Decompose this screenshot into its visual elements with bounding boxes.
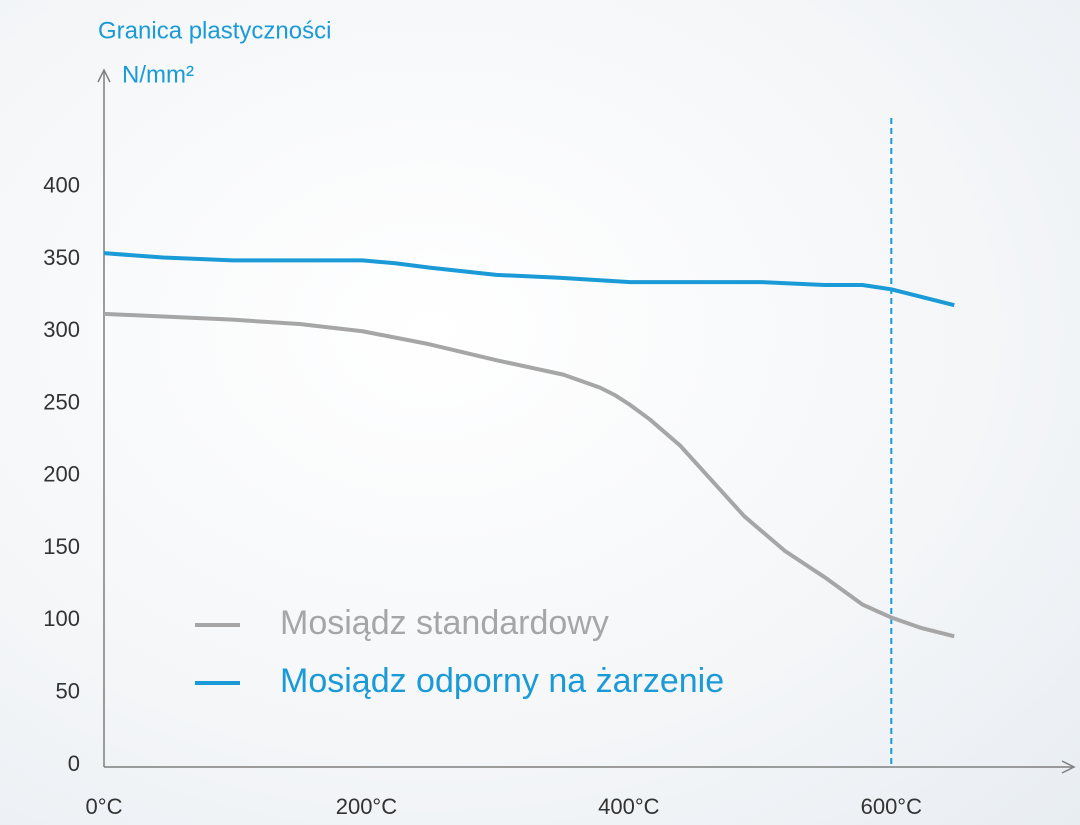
legend-label: Mosiądz standardowy — [280, 604, 609, 642]
y-tick-label: 150 — [43, 534, 80, 559]
y-tick-label: 350 — [43, 245, 80, 270]
y-tick-label: 300 — [43, 317, 80, 342]
y-tick-label: 0 — [68, 751, 80, 776]
data-line — [103, 251, 955, 308]
y-tick-label: 100 — [43, 606, 80, 631]
x-tick-label: 0°C — [86, 794, 123, 819]
x-tick-label: 600°C — [861, 794, 923, 819]
y-axis-arrow — [97, 68, 111, 83]
y-tick-label: 50 — [56, 679, 80, 704]
y-axis-label: Granica plastyczności — [98, 17, 331, 44]
legend-label: Mosiądz odporny na żarzenie — [280, 662, 724, 700]
x-tick-label: 200°C — [336, 794, 398, 819]
x-axis-arrow — [1061, 760, 1076, 774]
y-tick-label: 200 — [43, 462, 80, 487]
y-tick-label: 250 — [43, 389, 80, 414]
x-tick-label: 400°C — [598, 794, 660, 819]
y-axis-unit: N/mm² — [122, 61, 194, 88]
data-line — [103, 311, 955, 639]
y-tick-label: 400 — [43, 172, 80, 197]
